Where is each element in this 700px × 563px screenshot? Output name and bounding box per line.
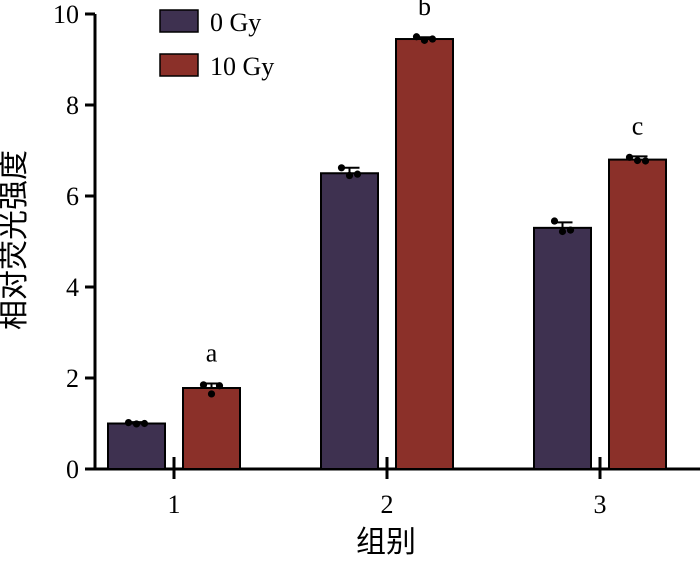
significance-labels: a b c xyxy=(206,0,644,367)
legend-swatch xyxy=(159,9,199,33)
data-point xyxy=(337,164,346,172)
x-tick-label: 1 xyxy=(168,490,181,519)
y-tick-label: 2 xyxy=(66,364,79,393)
bar xyxy=(320,172,379,470)
y-tick-label: 6 xyxy=(66,182,79,211)
legend-label: 10 Gy xyxy=(210,52,274,81)
data-point xyxy=(566,226,575,234)
y-tick-label: 4 xyxy=(66,273,79,302)
data-point xyxy=(420,36,429,44)
data-point xyxy=(558,227,567,236)
bar xyxy=(107,422,166,470)
data-point xyxy=(132,420,141,428)
y-tick-label: 8 xyxy=(66,91,79,120)
bar xyxy=(608,158,667,470)
legend-swatch xyxy=(159,53,199,77)
y-tick-label: 10 xyxy=(53,0,79,29)
legend: 0 Gy 10 Gy xyxy=(159,8,274,81)
significance-label: b xyxy=(418,0,431,21)
data-point xyxy=(215,382,224,390)
data-point xyxy=(207,390,216,398)
y-tick-label: 0 xyxy=(66,455,79,484)
bars xyxy=(107,38,667,471)
data-points xyxy=(124,33,650,428)
data-point xyxy=(550,217,559,225)
data-point xyxy=(140,419,149,428)
data-point xyxy=(345,171,354,180)
data-point xyxy=(199,381,208,389)
x-axis-title: 组别 xyxy=(356,526,416,558)
significance-label: c xyxy=(632,111,644,140)
x-tick-label: 3 xyxy=(594,490,607,519)
data-point xyxy=(353,170,362,178)
data-point xyxy=(625,153,634,161)
data-point xyxy=(641,157,650,165)
bar xyxy=(182,387,241,471)
bar xyxy=(395,38,454,471)
bar xyxy=(533,226,592,470)
data-point xyxy=(633,156,642,165)
data-point xyxy=(428,35,437,43)
legend-label: 0 Gy xyxy=(210,8,261,37)
data-point xyxy=(412,33,421,41)
y-axis-title: 相对荧光强度 xyxy=(0,150,31,330)
significance-label: a xyxy=(206,338,218,367)
x-tick-label: 2 xyxy=(381,490,394,519)
data-point xyxy=(124,418,133,427)
